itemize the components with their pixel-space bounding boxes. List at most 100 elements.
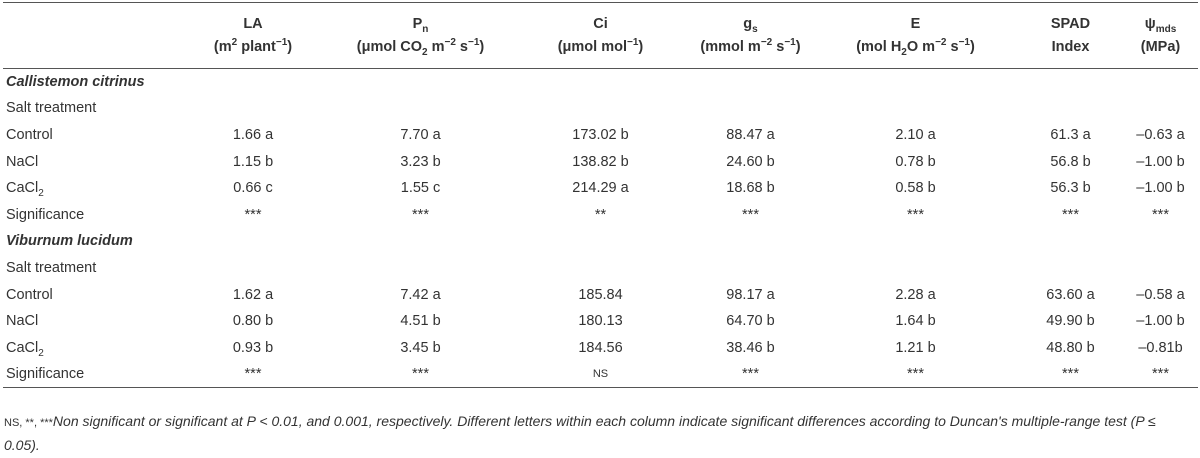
text-run: Significance <box>6 366 85 383</box>
header-unit: (μmol CO2 m−2 s−1) <box>328 36 513 59</box>
row-label: Significance <box>3 201 178 228</box>
cell: 1.55 c <box>400 180 441 197</box>
data-table: LA (m2 plant−1) Pn (μmol CO2 m−2 s−1) Ci (μmo… <box>3 2 1198 388</box>
group-row: Viburnum lucidum <box>3 228 1198 255</box>
header-line: SPAD <box>1018 13 1123 36</box>
text-run: LA <box>243 15 263 32</box>
text-run: (MPa) <box>1140 38 1181 55</box>
cell: 56.8 b <box>1050 153 1091 170</box>
header-unit: (mol H2O m−2 s−1) <box>813 36 1018 59</box>
group-name: Viburnum lucidum <box>6 233 133 250</box>
text-run: plant <box>237 38 276 55</box>
superscript: −1 <box>958 36 970 48</box>
cell: *** <box>1062 366 1079 383</box>
row-label: NaCl <box>3 148 178 175</box>
text-run: NaCl <box>6 153 39 170</box>
cell: *** <box>907 366 924 383</box>
cell: 63.60 a <box>1046 286 1095 303</box>
row-label: NaCl <box>3 308 178 335</box>
text-run: Control <box>6 286 53 303</box>
cell: 61.3 a <box>1050 126 1091 143</box>
subscript: mds <box>1155 23 1177 35</box>
cell: 2.10 a <box>895 126 936 143</box>
row-label: Control <box>3 122 178 149</box>
cell: 18.68 b <box>726 180 775 197</box>
footnote: NS, **, ***Non significant or significan… <box>4 410 1194 456</box>
cell: *** <box>1152 366 1169 383</box>
text-run: s <box>772 38 785 55</box>
superscript: −1 <box>275 36 288 48</box>
text-run: g <box>743 15 753 32</box>
cell: 1.66 a <box>232 126 274 143</box>
cell: 48.80 b <box>1046 339 1095 356</box>
data-row: Significance *** *** NS *** *** *** *** <box>3 361 1198 388</box>
data-row: CaCl2 0.93 b 3.45 b 184.56 38.46 b 1.21 b 48.8… <box>3 334 1198 361</box>
superscript: −1 <box>468 36 480 48</box>
group-name: Callistemon citrinus <box>6 74 145 91</box>
cell: ** <box>594 206 607 223</box>
footnote-text: Non significant or significant at P < 0.… <box>4 413 1156 453</box>
superscript: −2 <box>760 36 773 48</box>
cell: *** <box>742 206 759 223</box>
cell: *** <box>244 366 262 383</box>
header-line: ψmds <box>1123 13 1198 36</box>
row-label: Significance <box>3 361 178 388</box>
text-run: s <box>946 38 959 55</box>
cell: 88.47 a <box>726 126 775 143</box>
header-line: E <box>813 13 1018 36</box>
cell: 64.70 b <box>726 313 775 330</box>
text-run: E <box>910 15 921 32</box>
subheading: Salt treatment <box>6 259 97 276</box>
cell: 1.21 b <box>895 339 936 356</box>
data-row: Significance *** *** ** *** *** *** *** <box>3 201 1198 228</box>
text-run: ) <box>638 38 644 55</box>
cell: 214.29 a <box>572 180 629 197</box>
group-row: Callistemon citrinus <box>3 69 1198 96</box>
row-label: CaCl2 <box>3 334 178 361</box>
cell: 3.23 b <box>400 153 441 170</box>
cell: 1.62 a <box>232 286 274 303</box>
subscript: n <box>422 23 429 35</box>
text-run: NaCl <box>6 313 39 330</box>
text-run: CaCl <box>6 339 39 356</box>
text-run: SPAD <box>1050 15 1091 32</box>
data-row: Control 1.62 a 7.42 a 185.84 98.17 a 2.28 a 63… <box>3 281 1198 308</box>
text-run: (μmol mol <box>557 38 628 55</box>
cell: 1.64 b <box>895 313 936 330</box>
cell: 184.56 <box>578 339 623 356</box>
text-run: ) <box>795 38 801 55</box>
cell: 98.17 a <box>726 286 775 303</box>
header-line: Ci <box>513 13 688 36</box>
cell: *** <box>412 206 429 223</box>
text-run: (mmol m <box>700 38 761 55</box>
cell: –1.00 b <box>1136 180 1185 197</box>
text-run: s <box>455 38 468 55</box>
text-run: CaCl <box>6 180 39 197</box>
text-run: Ci <box>593 15 608 32</box>
corner-cell <box>3 3 178 69</box>
cell: –0.81b <box>1138 339 1183 356</box>
header-unit: Index <box>1018 36 1123 59</box>
cell: 24.60 b <box>726 153 775 170</box>
cell: –0.63 a <box>1136 126 1185 143</box>
cell: 0.58 b <box>895 180 936 197</box>
superscript: −1 <box>784 36 796 48</box>
column-header: SPAD Index <box>1018 3 1123 69</box>
text-run: ) <box>287 38 293 55</box>
column-header: E (mol H2O m−2 s−1) <box>813 3 1018 69</box>
data-row: NaCl 1.15 b 3.23 b 138.82 b 24.60 b 0.78 b 56.… <box>3 148 1198 175</box>
cell: 173.02 b <box>572 126 629 143</box>
data-row: CaCl2 0.66 c 1.55 c 214.29 a 18.68 b 0.58 b 56… <box>3 175 1198 202</box>
cell: 138.82 b <box>572 153 629 170</box>
cell: 49.90 b <box>1046 313 1095 330</box>
superscript: −1 <box>627 36 639 48</box>
cell: 7.42 a <box>400 286 441 303</box>
cell: 7.70 a <box>400 126 441 143</box>
text-run: (μmol CO <box>356 38 423 55</box>
text-run: m <box>427 38 445 55</box>
cell: 3.45 b <box>400 339 441 356</box>
subscript: 2 <box>422 46 428 58</box>
header-line: Pn <box>328 13 513 36</box>
cell: –1.00 b <box>1136 313 1185 330</box>
